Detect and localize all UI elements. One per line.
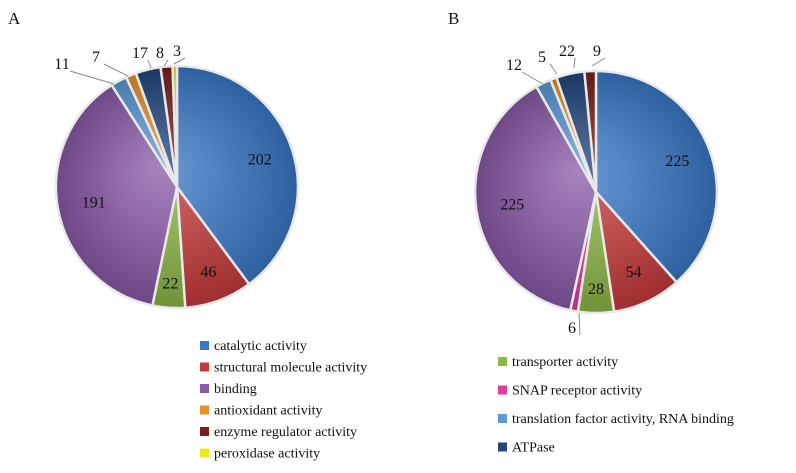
slice-label-snap-receptor-activity: 6 [568, 320, 576, 337]
leader-line [147, 59, 152, 69]
slice-label-enzyme-regulator-activity: 9 [593, 43, 601, 60]
legend-label-enzyme-regulator-activity: enzyme regulator activity [214, 425, 357, 440]
legend-swatch-catalytic-activity [200, 341, 209, 350]
legend-a: catalytic activity structural molecule ac… [200, 339, 367, 462]
slice-label-peroxidase-activity: 3 [173, 43, 181, 60]
leader-line [591, 57, 606, 67]
legend-b: transporter activity SNAP receptor activi… [498, 355, 734, 456]
leader-line [521, 71, 544, 85]
pie-chart-b: 225 54 28 6 225 12 5 22 9 [473, 43, 719, 337]
slice-label-antioxidant-activity: 7 [92, 49, 100, 66]
pie-slice-catalytic-activity [175, 64, 300, 286]
slice-label-translation-factor-activity-rna-binding: 12 [506, 57, 522, 74]
slice-label-atpase: 22 [559, 43, 575, 60]
slice-label-structural-molecule-activity: 46 [200, 264, 216, 281]
leader-line [173, 57, 186, 65]
legend-swatch-atpase [498, 442, 507, 452]
leader-line [549, 63, 558, 75]
pie-slice-catalytic-activity [594, 69, 719, 285]
slice-label-structural-molecule-activity: 54 [626, 264, 642, 281]
legend-swatch-translation-factor-activity-rna-binding [498, 414, 507, 423]
pie-slice-peroxidase-activity [171, 64, 179, 188]
panel-a-letter: A [8, 9, 21, 28]
slice-label-transporter-activity: 22 [162, 276, 178, 293]
slice-label-binding: 225 [500, 197, 524, 214]
legend-label-atpase: ATPase [512, 441, 555, 456]
legend-label-antioxidant-activity: antioxidant activity [214, 404, 322, 419]
legend-label-binding: binding [214, 382, 257, 397]
legend-label-transporter-activity: transporter activity [512, 355, 618, 370]
legend-swatch-structural-molecule-activity [200, 362, 209, 372]
leader-line [163, 59, 169, 67]
slice-label-catalytic-activity: 225 [665, 153, 689, 170]
slice-label-catalytic-activity: 202 [248, 152, 272, 169]
pie-slice-enzyme-regulator-activity [582, 69, 598, 193]
slice-label-transporter-activity: 28 [588, 281, 604, 298]
leader-line [573, 57, 576, 69]
pie-chart-a: 202 46 22 191 11 7 17 8 3 [54, 43, 300, 310]
slice-label-atpase: 17 [132, 45, 148, 62]
leader-line [69, 70, 115, 85]
pie-slice-binding [473, 84, 598, 312]
legend-label-snap-receptor-activity: SNAP receptor activity [512, 384, 642, 399]
legend-swatch-snap-receptor-activity [498, 385, 507, 395]
legend-label-peroxidase-activity: peroxidase activity [214, 447, 320, 462]
legend-swatch-transporter-activity [498, 357, 507, 366]
panel-b-letter: B [448, 9, 459, 28]
legend-swatch-binding [200, 384, 209, 393]
legend-swatch-peroxidase-activity [200, 448, 209, 458]
leader-line [578, 312, 581, 336]
slice-label-antioxidant-activity: 5 [538, 49, 546, 66]
slice-label-translation-factor-activity-rna-binding: 11 [54, 56, 69, 73]
slice-label-binding: 191 [82, 194, 106, 211]
legend-label-structural-molecule-activity: structural molecule activity [214, 361, 367, 376]
legend-label-catalytic-activity: catalytic activity [214, 339, 307, 354]
leader-line [103, 63, 129, 77]
slice-label-enzyme-regulator-activity: 8 [156, 45, 164, 62]
legend-swatch-enzyme-regulator-activity [200, 427, 209, 436]
legend-swatch-antioxidant-activity [200, 405, 209, 415]
legend-label-translation-factor-activity-rna-binding: translation factor activity, RNA binding [512, 412, 734, 427]
